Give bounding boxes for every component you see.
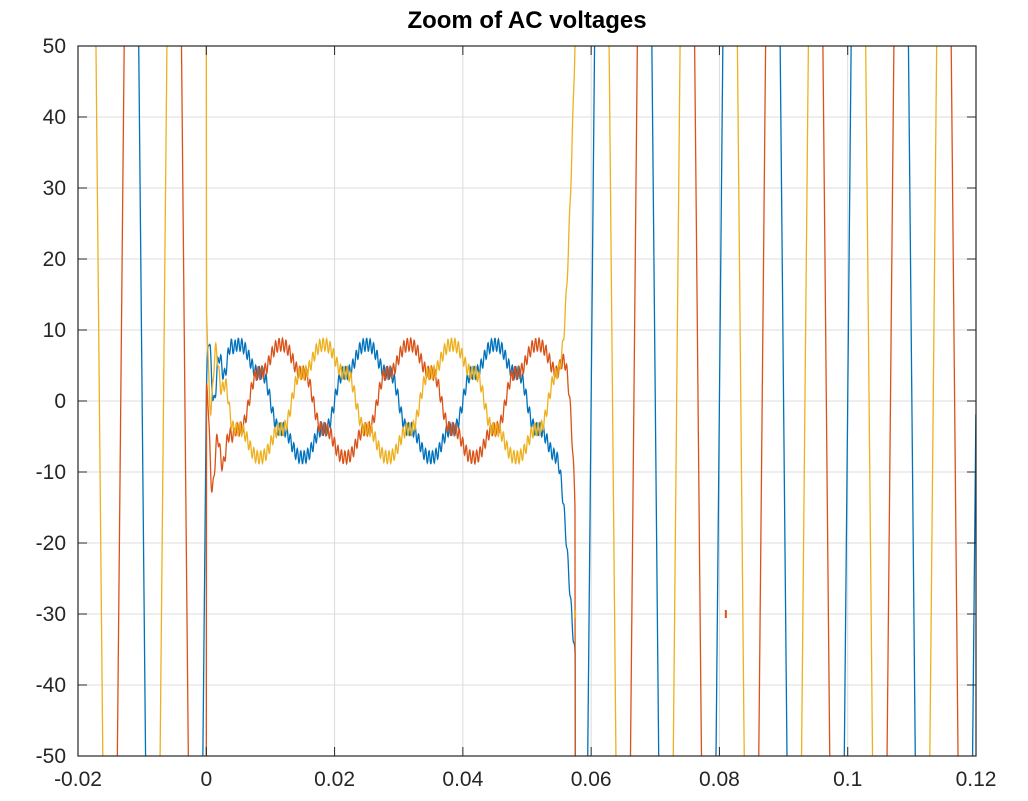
x-tick-label: 0.04 xyxy=(442,768,483,791)
x-tick-label: 0.08 xyxy=(699,768,740,791)
y-tick-label: 30 xyxy=(43,177,66,200)
y-tick-label: 10 xyxy=(43,319,66,342)
y-tick-label: 20 xyxy=(43,248,66,271)
y-tick-label: -40 xyxy=(36,674,66,697)
x-tick-label: 0 xyxy=(200,768,212,791)
y-tick-label: 0 xyxy=(54,390,66,413)
x-tick-label: 0.1 xyxy=(833,768,862,791)
x-tick-label: -0.02 xyxy=(54,768,102,791)
x-tick-label: 0.06 xyxy=(571,768,612,791)
y-tick-label: 50 xyxy=(43,35,66,58)
y-tick-label: -50 xyxy=(36,745,66,768)
y-tick-label: -20 xyxy=(36,532,66,555)
x-tick-label: 0.12 xyxy=(956,768,997,791)
chart-title: Zoom of AC voltages xyxy=(407,7,646,34)
y-tick-label: -30 xyxy=(36,603,66,626)
x-tick-label: 0.02 xyxy=(314,768,355,791)
y-tick-label: 40 xyxy=(43,106,66,129)
y-tick-label: -10 xyxy=(36,461,66,484)
